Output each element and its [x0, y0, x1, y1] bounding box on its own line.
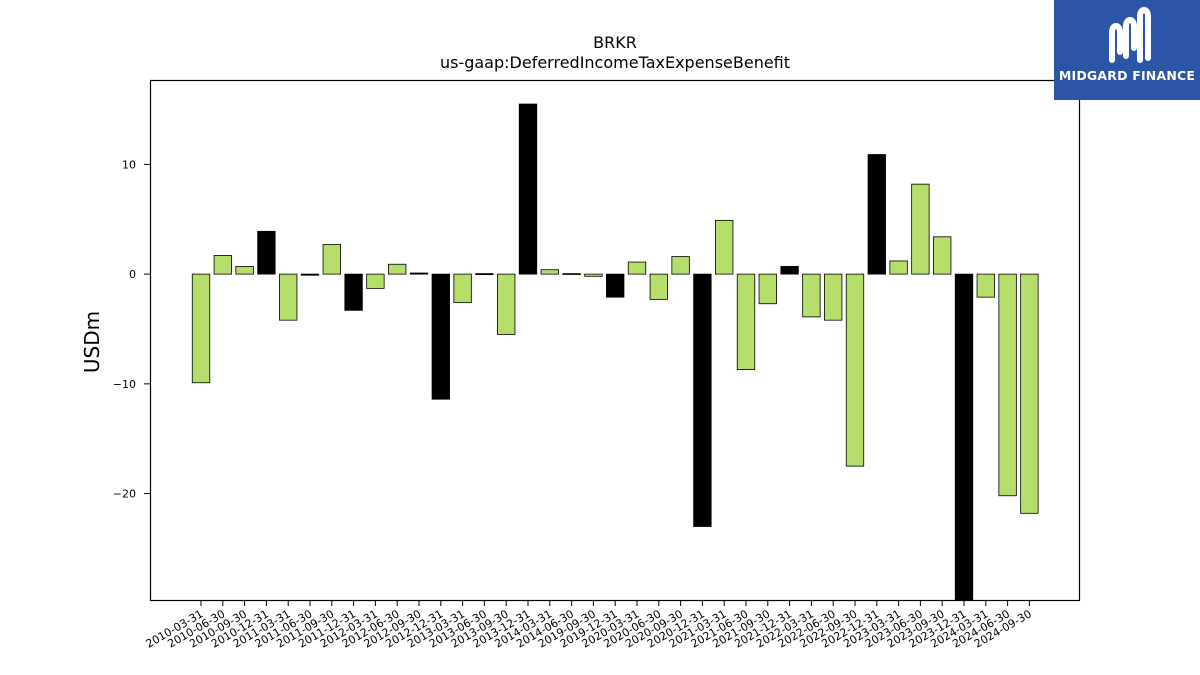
bar-2019-09-30 — [584, 273, 603, 277]
y-tick-label: 0 — [129, 268, 136, 281]
brand-logo-text: MIDGARD FINANCE — [1058, 68, 1196, 83]
bar-2022-12-31 — [867, 154, 886, 275]
bar-2014-03-31 — [540, 269, 559, 275]
bar-2011-06-30 — [300, 273, 320, 276]
brand-logo: MIDGARD FINANCE — [1054, 0, 1200, 100]
bar-2023-03-31 — [889, 260, 908, 275]
bar-2021-12-31 — [780, 266, 799, 275]
x-ticks-group: 2010-03-312010-06-302010-09-302010-12-31… — [144, 600, 1034, 651]
y-axis-label: USDm — [80, 311, 104, 373]
bar-2023-06-30 — [911, 183, 930, 275]
bar-2020-03-31 — [627, 261, 647, 275]
bar-2013-12-31 — [518, 103, 538, 275]
bar-2023-09-30 — [933, 236, 952, 275]
y-ticks-group: 10 0 −10 −20 — [113, 158, 150, 501]
bar-2014-06-30 — [562, 273, 581, 276]
bar-2011-09-30 — [322, 244, 341, 275]
bar-2022-06-30 — [824, 273, 843, 321]
bar-2020-12-31 — [693, 273, 712, 527]
bar-2010-12-31 — [257, 230, 276, 275]
bar-2011-12-31 — [344, 273, 363, 311]
bar-2011-03-31 — [279, 273, 298, 321]
bar-2012-09-30 — [409, 272, 429, 275]
bar-2021-06-30 — [736, 273, 756, 370]
bar-2012-03-31 — [366, 273, 385, 289]
bar-2013-09-30 — [497, 273, 516, 335]
bar-2021-03-31 — [715, 219, 734, 275]
y-tick-label: −20 — [113, 488, 136, 501]
bar-2024-03-31 — [976, 273, 995, 298]
bar-2024-09-30 — [1020, 273, 1039, 514]
plot-frame — [149, 79, 1081, 602]
midgard-logo-icon — [1109, 7, 1151, 63]
y-tick-label: −10 — [113, 378, 136, 391]
bars-group — [191, 103, 1039, 601]
bar-2012-12-31 — [431, 273, 450, 400]
bar-2010-06-30 — [213, 255, 232, 275]
bar-2010-03-31 — [191, 273, 211, 384]
bar-2023-12-31 — [954, 273, 974, 601]
bar-2021-09-30 — [758, 273, 777, 305]
bar-2013-03-31 — [453, 273, 472, 304]
bar-2022-09-30 — [845, 273, 865, 467]
chart-title: BRKR — [593, 33, 637, 52]
bar-2019-12-31 — [606, 273, 625, 298]
bar-2010-09-30 — [235, 266, 254, 275]
bar-2013-06-30 — [475, 273, 494, 276]
chart-subtitle: us-gaap:DeferredIncomeTaxExpenseBenefit — [440, 53, 790, 72]
bar-2020-06-30 — [649, 273, 668, 300]
bar-2012-06-30 — [388, 263, 407, 275]
bar-2022-03-31 — [802, 273, 821, 318]
bar-2020-09-30 — [671, 256, 690, 275]
y-tick-label: 10 — [122, 158, 136, 171]
bar-2024-06-30 — [998, 273, 1017, 497]
